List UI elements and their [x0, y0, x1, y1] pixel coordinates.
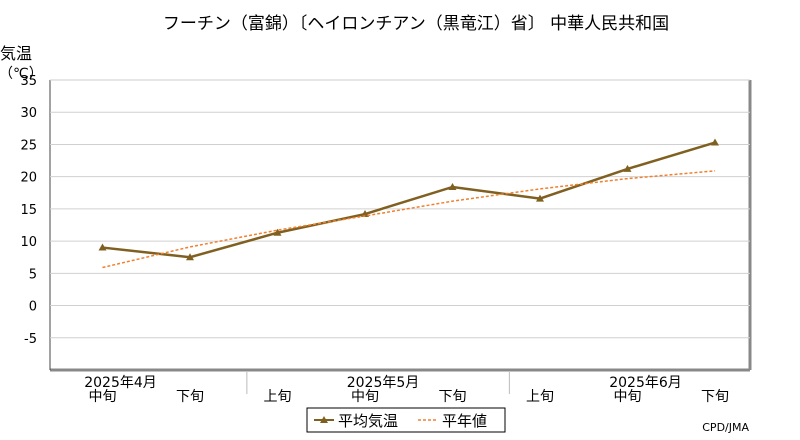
- y-tick-label-15: 15: [20, 203, 37, 218]
- y-tick-label-25: 25: [20, 138, 37, 153]
- data-point-0-7: [711, 138, 719, 146]
- y-tick-label-5: 5: [29, 267, 37, 282]
- data-point-0-0: [98, 243, 107, 251]
- y-axis-unit: （℃）: [0, 66, 43, 82]
- legend-box: [306, 407, 506, 433]
- series-line-1: [102, 170, 716, 269]
- data-point-0-1: [186, 253, 194, 261]
- chart-title: フーチン（富錦）〔ヘイロンチアン（黒竜江）省〕 中華人民共和国: [163, 14, 669, 34]
- data-point-0-2: [273, 228, 282, 236]
- legend-label-normal: 平年値: [442, 412, 487, 430]
- x-tick-label-2: 上旬: [264, 389, 292, 405]
- x-tick-label-4: 下旬: [439, 389, 467, 405]
- y-tick-label--5: -5: [24, 332, 37, 347]
- legend-label-avg: 平均気温: [338, 412, 398, 430]
- data-point-0-5: [536, 194, 544, 202]
- month-label-2: 2025年6月: [609, 375, 682, 391]
- y-tick-label-20: 20: [20, 171, 37, 186]
- legend: 平均気温 平年値: [306, 407, 506, 433]
- y-tick-label-35: 35: [20, 74, 37, 89]
- data-point-0-3: [361, 210, 369, 218]
- x-tick-label-7: 下旬: [701, 389, 729, 405]
- plot-area: [50, 80, 750, 370]
- y-tick-label-0: 0: [29, 300, 37, 315]
- legend-marker-avg: [320, 416, 328, 423]
- series-line-0: [102, 141, 716, 259]
- month-label-0: 2025年4月: [84, 375, 157, 391]
- x-tick-label-3: 中旬: [351, 389, 379, 405]
- x-tick-label-5: 上旬: [526, 389, 554, 405]
- x-tick-label-6: 中旬: [614, 389, 642, 405]
- data-point-0-6: [623, 164, 632, 172]
- y-axis-label: 気温: [0, 44, 32, 63]
- x-tick-label-1: 下旬: [176, 389, 204, 405]
- y-tick-label-30: 30: [20, 106, 37, 121]
- month-label-1: 2025年5月: [347, 375, 420, 391]
- y-tick-label-10: 10: [20, 235, 37, 250]
- x-tick-label-0: 中旬: [89, 389, 117, 405]
- credit-text: CPD/JMA: [702, 421, 749, 434]
- data-point-0-4: [448, 182, 457, 190]
